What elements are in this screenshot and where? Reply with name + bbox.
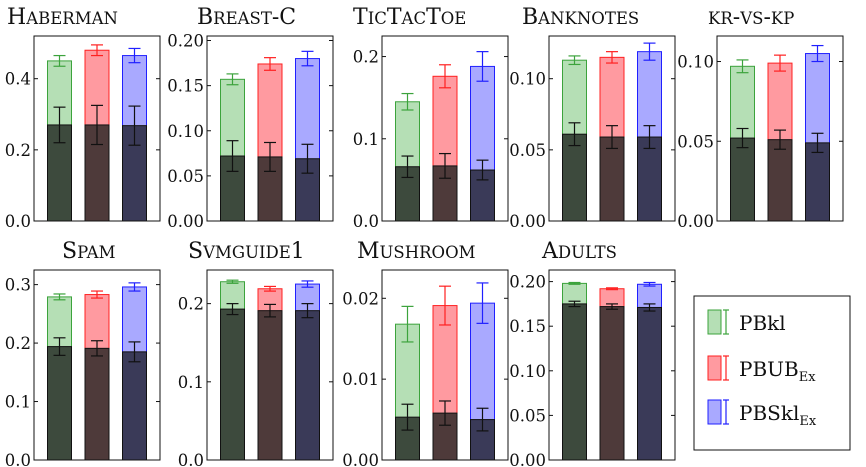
legend-item-pbub: PBUBEx bbox=[707, 355, 816, 385]
panel-title: ADULTS bbox=[541, 239, 617, 264]
y-tick-label: 0.15 bbox=[509, 317, 546, 336]
y-tick-label: 0.1 bbox=[5, 393, 31, 412]
y-tick-label: 0.00 bbox=[677, 212, 714, 231]
y-tick-label: 0.2 bbox=[178, 295, 204, 314]
panel-title: SPAM bbox=[62, 239, 116, 264]
panel-mushroom: MUSHROOM 0.00 0.01 0.02 bbox=[342, 239, 509, 467]
bar-lower-pbkl bbox=[562, 133, 587, 222]
bar-lower-pbub-ex bbox=[767, 139, 793, 222]
y-tick-label: 0.05 bbox=[509, 141, 546, 160]
legend-item-pbkl: PBkl bbox=[707, 309, 786, 335]
panel-title: BREAST-C bbox=[197, 5, 296, 30]
y-tick-label: 0.2 bbox=[5, 334, 31, 353]
panel-tictactoe: TICTACTOE 0.0 0.1 0.2 bbox=[353, 5, 509, 231]
panel-haberman: HABERMAN 0.0 0.2 0.4 bbox=[5, 5, 161, 231]
y-tick-label: 0.00 bbox=[509, 212, 546, 231]
y-tick-label: 0.0 bbox=[5, 212, 31, 231]
y-tick-label: 0.15 bbox=[167, 77, 204, 96]
y-tick-label: 0.10 bbox=[167, 122, 204, 141]
legend: PBkl PBUBEx PBSklEx bbox=[693, 295, 851, 451]
y-tick-label: 0.00 bbox=[509, 451, 546, 467]
bar-lower-pbub-ex bbox=[599, 306, 625, 461]
bar-lower-pbskl-ex bbox=[122, 351, 147, 461]
bar-lower-pbub-ex bbox=[599, 136, 625, 222]
legend-item-pbskl: PBSklEx bbox=[707, 399, 817, 429]
y-tick-label: 0.10 bbox=[509, 362, 546, 381]
panel-title: HABERMAN bbox=[7, 5, 118, 30]
y-tick-label: 0.2 bbox=[353, 48, 379, 67]
legend-swatch bbox=[707, 399, 722, 425]
bar-lower-pbskl-ex bbox=[295, 310, 320, 461]
panels: HABERMAN 0.0 0.2 0.4 BREAST-C 0.00 0.05 0.10 0.1… bbox=[5, 5, 844, 467]
legend-swatch bbox=[707, 309, 722, 335]
y-tick-label: 0.1 bbox=[353, 130, 379, 149]
panel-banknotes: BANKNOTES 0.00 0.05 0.10 bbox=[509, 5, 676, 231]
y-tick-label: 0.10 bbox=[677, 53, 714, 72]
y-tick-label: 0.4 bbox=[5, 70, 31, 89]
panel-svmguide1: SVMGUIDE1 0.0 0.1 0.2 bbox=[178, 239, 334, 467]
panel-breast-c: BREAST-C 0.00 0.05 0.10 0.15 0.20 bbox=[167, 5, 334, 231]
panel-title: BANKNOTES bbox=[522, 5, 639, 30]
y-tick-label: 0.0 bbox=[178, 451, 204, 467]
y-tick-label: 0.00 bbox=[167, 212, 204, 231]
panel-title: SVMGUIDE1 bbox=[188, 239, 305, 264]
y-tick-label: 0.1 bbox=[178, 373, 204, 392]
legend-label: PBSklEx bbox=[739, 401, 817, 429]
legend-items: PBkl PBUBEx PBSklEx bbox=[707, 309, 817, 429]
panel-spam: SPAM 0.0 0.1 0.2 0.3 bbox=[5, 239, 161, 467]
y-tick-label: 0.0 bbox=[353, 212, 379, 231]
bar-lower-pbkl bbox=[47, 346, 72, 461]
y-tick-label: 0.05 bbox=[167, 167, 204, 186]
panel-title: TICTACTOE bbox=[353, 5, 466, 30]
y-tick-label: 0.20 bbox=[167, 32, 204, 51]
bar-lower-pbskl-ex bbox=[637, 136, 662, 222]
y-tick-label: 0.10 bbox=[509, 70, 546, 89]
legend-label: PBkl bbox=[739, 311, 786, 335]
panel-kr-vs-kp: KR-VS-KP 0.00 0.05 0.10 bbox=[677, 5, 844, 231]
bar-lower-pbkl bbox=[562, 303, 587, 461]
y-tick-label: 0.00 bbox=[342, 451, 379, 467]
bar-lower-pbub-ex bbox=[84, 347, 110, 461]
bar-lower-pbkl bbox=[730, 137, 755, 222]
legend-label: PBUBEx bbox=[739, 357, 816, 385]
legend-swatch bbox=[707, 355, 722, 381]
y-tick-label: 0.02 bbox=[342, 289, 379, 308]
bar-lower-pbskl-ex bbox=[805, 142, 830, 222]
y-tick-label: 0.3 bbox=[5, 276, 31, 295]
y-tick-label: 0.0 bbox=[5, 451, 31, 467]
bar-lower-pbkl bbox=[220, 308, 245, 461]
panel-adults: ADULTS 0.00 0.05 0.10 0.15 0.20 bbox=[509, 239, 676, 467]
y-tick-label: 0.2 bbox=[5, 141, 31, 160]
panel-title: KR-VS-KP bbox=[708, 5, 794, 30]
y-tick-label: 0.05 bbox=[677, 132, 714, 151]
panel-title: MUSHROOM bbox=[357, 239, 476, 264]
y-tick-label: 0.01 bbox=[342, 370, 379, 389]
y-tick-label: 0.05 bbox=[509, 406, 546, 425]
y-tick-label: 0.20 bbox=[509, 273, 546, 292]
bar-lower-pbskl-ex bbox=[637, 306, 662, 461]
bar-lower-pbub-ex bbox=[257, 310, 283, 461]
